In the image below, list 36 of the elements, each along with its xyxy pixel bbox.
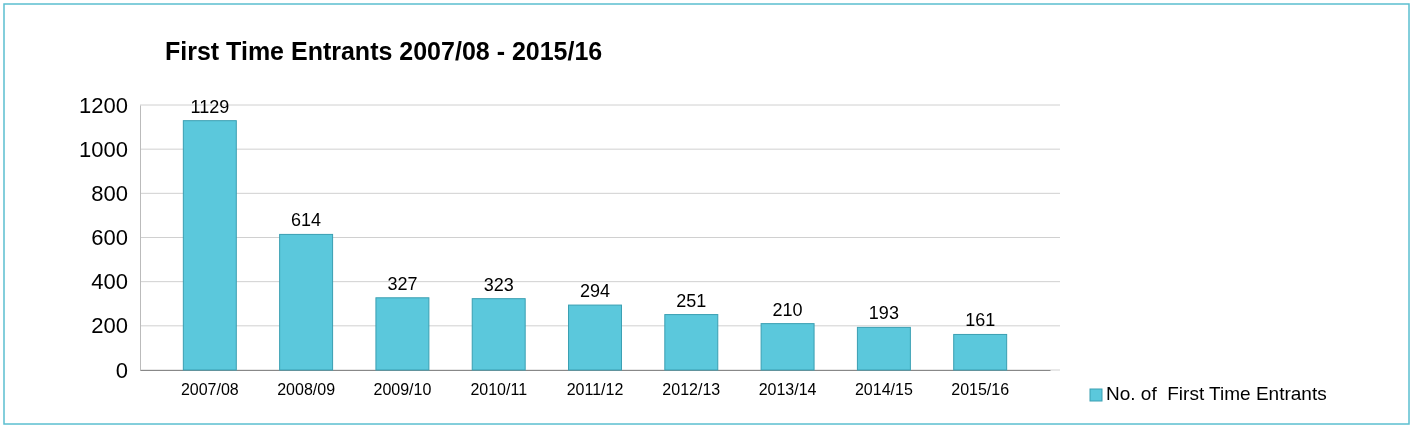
data-label: 193 — [868, 303, 899, 324]
x-tick-label: 2015/16 — [951, 381, 1010, 399]
data-label: 251 — [676, 290, 707, 311]
x-tick-label: 2012/13 — [662, 381, 721, 399]
y-tick-label: 800 — [91, 180, 128, 206]
legend-label: No. of First Time Entrants — [1106, 383, 1327, 404]
data-label: 323 — [483, 274, 514, 295]
data-label: 210 — [772, 299, 803, 320]
chart-title: First Time Entrants 2007/08 - 2015/16 — [165, 37, 603, 65]
data-label: 614 — [291, 210, 322, 231]
y-tick-label: 200 — [91, 313, 128, 339]
y-tick-label: 400 — [91, 269, 128, 295]
bar — [471, 298, 526, 371]
bar — [760, 323, 815, 371]
data-label: 161 — [965, 310, 996, 331]
y-tick-label: 1200 — [79, 92, 128, 118]
bar — [375, 297, 430, 371]
bar — [856, 326, 911, 371]
bar — [664, 314, 719, 371]
x-tick-label: 2014/15 — [854, 381, 913, 399]
data-label: 1129 — [190, 96, 230, 117]
data-label: 294 — [579, 281, 611, 302]
bar — [568, 304, 622, 371]
x-tick-label: 2009/10 — [373, 381, 432, 399]
data-label: 327 — [387, 273, 418, 294]
y-tick-label: 1000 — [79, 136, 128, 162]
x-tick-label: 2010/11 — [470, 381, 528, 399]
x-tick-label: 2013/14 — [758, 381, 817, 399]
bar — [953, 333, 1008, 371]
bar — [182, 120, 237, 371]
bar — [279, 233, 334, 371]
y-tick-label: 600 — [91, 225, 128, 251]
x-tick-label: 2008/09 — [277, 381, 336, 399]
x-tick-label: 2007/08 — [180, 381, 239, 399]
x-tick-label: 2011/12 — [566, 381, 624, 399]
y-tick-label: 0 — [115, 357, 128, 383]
